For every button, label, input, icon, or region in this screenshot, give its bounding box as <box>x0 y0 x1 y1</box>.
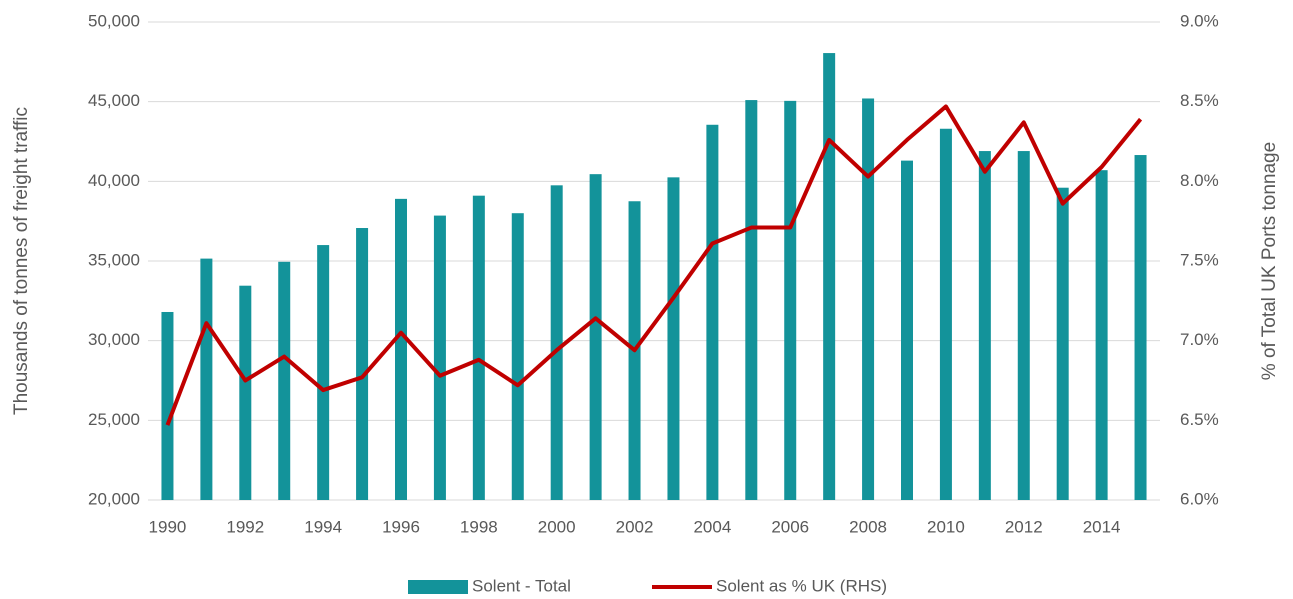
bar <box>278 261 291 500</box>
x-tick-label: 2014 <box>1083 517 1121 536</box>
bar <box>667 177 680 500</box>
y2-tick-label: 7.5% <box>1180 250 1219 269</box>
x-tick-label: 2008 <box>849 517 887 536</box>
bar <box>511 213 524 500</box>
x-tick-label: 2012 <box>1005 517 1043 536</box>
bar <box>823 53 836 500</box>
x-tick-label: 2002 <box>616 517 654 536</box>
x-tick-label: 2004 <box>693 517 731 536</box>
x-tick-label: 2010 <box>927 517 965 536</box>
y2-tick-label: 8.5% <box>1180 91 1219 110</box>
y2-tick-label: 8.0% <box>1180 171 1219 190</box>
legend-swatch <box>408 580 468 594</box>
bar <box>978 151 991 500</box>
y-tick-label: 20,000 <box>88 489 140 508</box>
x-tick-label: 1994 <box>304 517 342 536</box>
bar <box>161 311 174 500</box>
bar <box>784 100 797 501</box>
x-tick-label: 2006 <box>771 517 809 536</box>
bar <box>1056 187 1069 500</box>
y-tick-label: 35,000 <box>88 250 140 269</box>
legend-label: Solent as % UK (RHS) <box>716 576 887 595</box>
bar <box>862 98 875 500</box>
bar <box>395 198 407 501</box>
bar <box>939 128 952 500</box>
bar <box>433 215 446 500</box>
y-axis-title: Thousands of tonnes of freight traffic <box>11 107 32 415</box>
y-tick-label: 50,000 <box>88 11 140 30</box>
bar <box>550 185 563 501</box>
bar <box>1095 170 1108 500</box>
y-tick-label: 45,000 <box>88 91 140 110</box>
bar <box>901 160 913 500</box>
x-tick-label: 1992 <box>226 517 264 536</box>
y2-axis-title: % of Total UK Ports tonnage <box>1259 142 1280 380</box>
x-tick-label: 1990 <box>149 517 187 536</box>
y2-tick-label: 9.0% <box>1180 11 1219 30</box>
legend-label: Solent - Total <box>472 576 571 595</box>
bar <box>239 285 252 500</box>
y2-tick-label: 7.0% <box>1180 330 1219 349</box>
bar <box>472 195 485 500</box>
bar <box>317 245 330 500</box>
bar <box>1017 151 1030 500</box>
bar <box>589 174 602 500</box>
y2-tick-label: 6.0% <box>1180 489 1219 508</box>
x-tick-label: 1996 <box>382 517 420 536</box>
bar <box>1134 155 1147 500</box>
y2-tick-label: 6.5% <box>1180 410 1219 429</box>
bar <box>356 228 369 500</box>
y-tick-label: 40,000 <box>88 171 140 190</box>
line <box>165 104 1143 426</box>
y-tick-label: 30,000 <box>88 330 140 349</box>
y-tick-label: 25,000 <box>88 410 140 429</box>
bar <box>706 124 719 501</box>
bar <box>200 258 213 500</box>
x-tick-label: 1998 <box>460 517 498 536</box>
x-tick-label: 2000 <box>538 517 576 536</box>
bar <box>745 100 758 500</box>
